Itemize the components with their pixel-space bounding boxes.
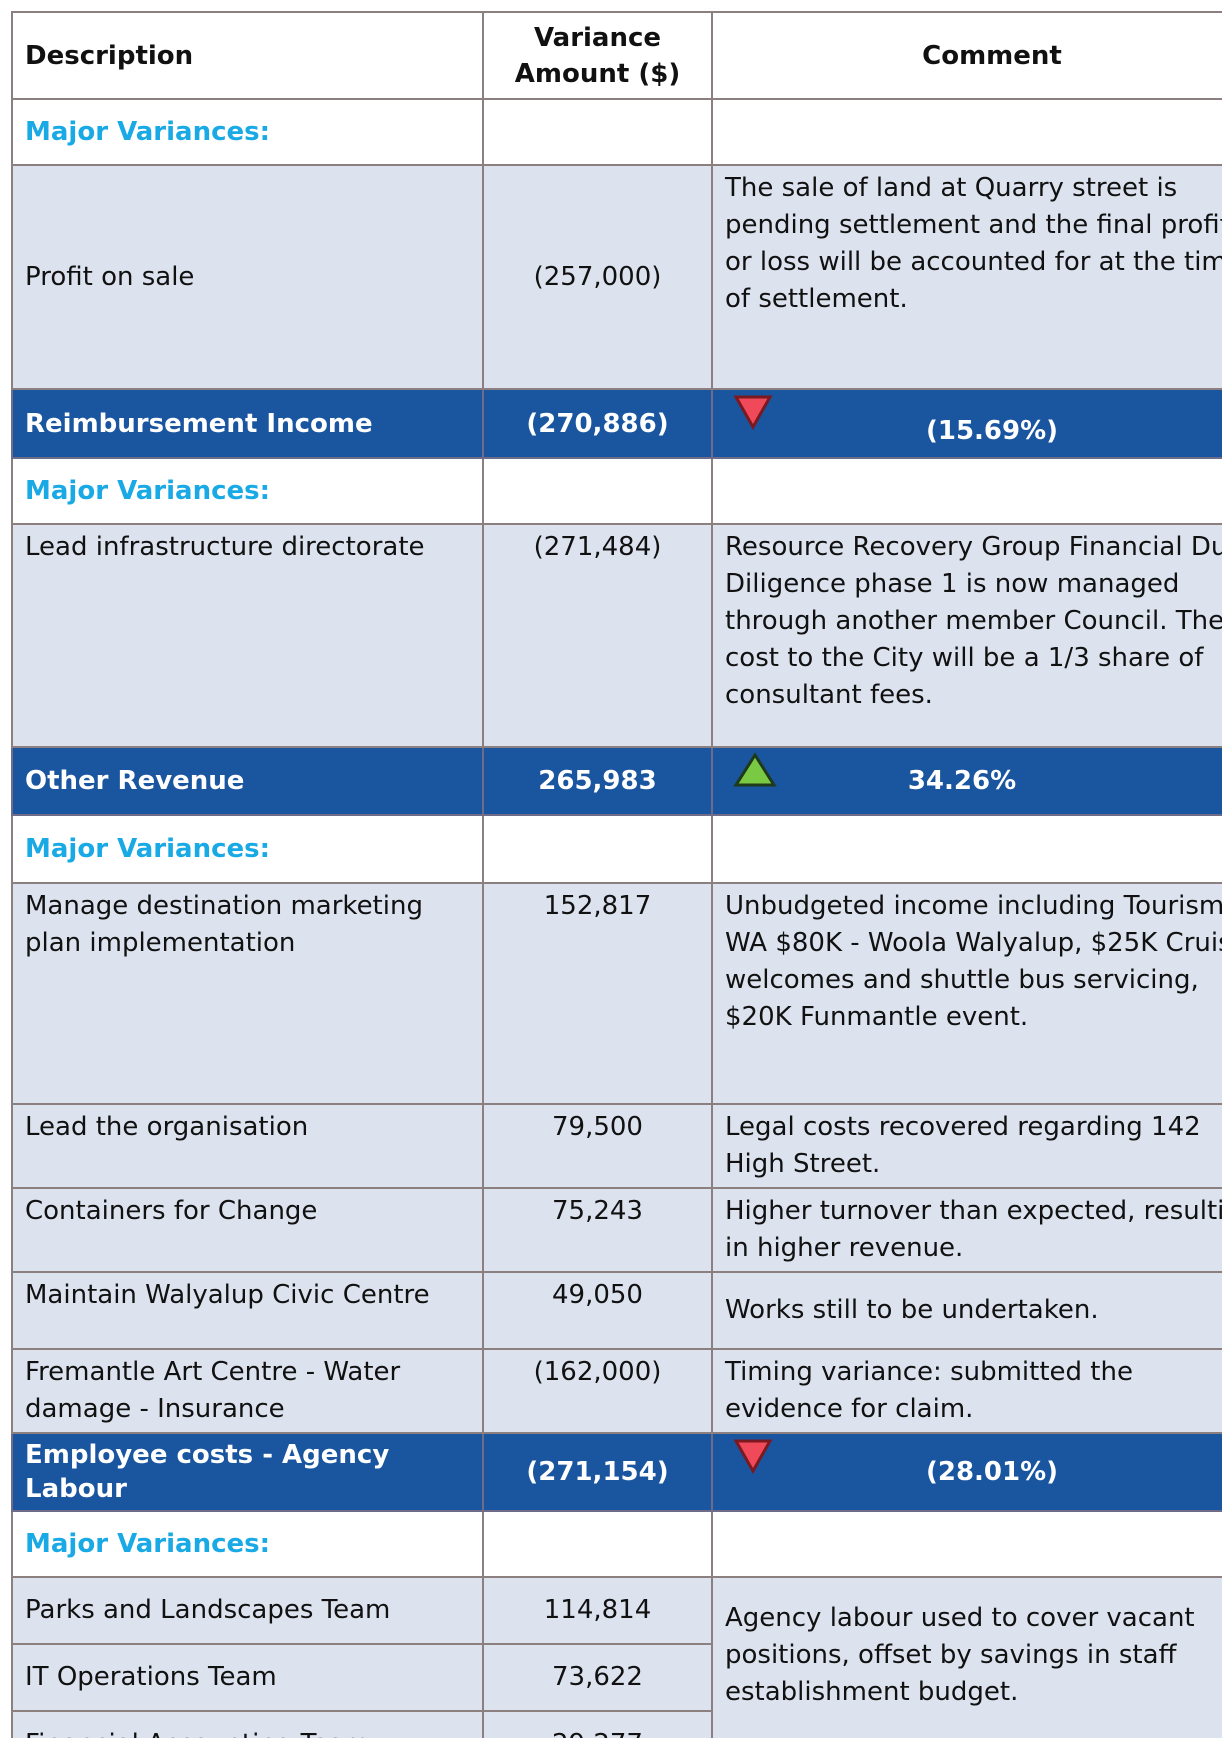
header-row: Description Variance Amount ($) Comment <box>11 11 1222 100</box>
row: Parks and Landscapes Team 114,814 Agency… <box>11 1576 1222 1738</box>
row: Lead infrastructure directorate (271,484… <box>11 523 1222 748</box>
down-triangle <box>733 1439 773 1474</box>
variance-table: Description Variance Amount ($) Comment … <box>11 11 1222 1738</box>
amount: (270,886) <box>482 388 713 459</box>
amount: 114,814 <box>482 1576 713 1645</box>
up-triangle <box>733 752 777 787</box>
amount: 49,050 <box>482 1271 713 1350</box>
amount: (271,154) <box>482 1432 713 1512</box>
row: Manage destination marketing plan implem… <box>11 882 1222 1105</box>
header-cell: Description <box>11 11 484 100</box>
amount: 265,983 <box>482 746 713 816</box>
comment: Resource Recovery Group Financial Due Di… <box>711 523 1222 748</box>
amount: 75,243 <box>482 1187 713 1273</box>
comment: Legal costs recovered regarding 142 High… <box>711 1103 1222 1189</box>
amount: 79,500 <box>482 1103 713 1189</box>
section-row: Reimbursement Income (270,886) (15.69%) <box>11 388 1222 459</box>
comment: Agency labour used to cover vacant posit… <box>711 1576 1222 1738</box>
description: Profit on sale <box>11 164 484 390</box>
subheading: Major Variances: <box>11 98 484 166</box>
change: (15.69%) <box>925 415 1059 446</box>
description: Containers for Change <box>11 1187 484 1273</box>
row: Major Variances: <box>11 814 1222 884</box>
description: Manage destination marketing plan implem… <box>11 882 484 1105</box>
row: Major Variances: <box>11 98 1222 166</box>
amount: (271,484) <box>482 523 713 748</box>
change-cell: 34.26% <box>711 746 1222 816</box>
subheading: Major Variances: <box>11 814 484 884</box>
row: Lead the organisation 79,500 Legal costs… <box>11 1103 1222 1189</box>
description: Parks and Landscapes Team <box>11 1576 484 1645</box>
amount: 29,277 <box>482 1710 713 1738</box>
table-wrap: Description Variance Amount ($) Comment … <box>11 11 1222 1738</box>
row: Major Variances: <box>11 1510 1222 1578</box>
description: Maintain Walyalup Civic Centre <box>11 1271 484 1350</box>
amount: (257,000) <box>482 164 713 390</box>
description: Lead infrastructure directorate <box>11 523 484 748</box>
down-triangle <box>733 395 773 430</box>
change-cell: (28.01%) <box>711 1432 1222 1512</box>
section-title: Other Revenue <box>11 746 484 816</box>
description: Fremantle Art Centre - Water damage - In… <box>11 1348 484 1434</box>
section-title: Reimbursement Income <box>11 388 484 459</box>
row: Containers for Change 75,243 Higher turn… <box>11 1187 1222 1273</box>
comment: Higher turnover than expected, resulting… <box>711 1187 1222 1273</box>
amount: (162,000) <box>482 1348 713 1434</box>
comment: Timing variance: submitted the evidence … <box>711 1348 1222 1434</box>
description: IT Operations Team <box>11 1643 484 1712</box>
row: Profit on sale (257,000) The sale of lan… <box>11 164 1222 390</box>
section-row: Employee costs - Agency Labour (271,154)… <box>11 1432 1222 1512</box>
header-cell: Comment <box>711 11 1222 100</box>
description: Financial Accounting Team <box>11 1710 484 1738</box>
comment: Unbudgeted income including Tourism WA $… <box>711 882 1222 1105</box>
row: Fremantle Art Centre - Water damage - In… <box>11 1348 1222 1434</box>
change-cell: (15.69%) <box>711 388 1222 459</box>
subheading: Major Variances: <box>11 1510 484 1578</box>
change: (28.01%) <box>925 1457 1059 1487</box>
subheading: Major Variances: <box>11 457 484 525</box>
amount: 73,622 <box>482 1643 713 1712</box>
header-cell: Variance Amount ($) <box>482 11 713 100</box>
row: Maintain Walyalup Civic Centre 49,050 Wo… <box>11 1271 1222 1350</box>
row: IT Operations Team 73,622 <box>11 1643 1222 1712</box>
row: Financial Accounting Team 29,277 <box>11 1710 1222 1738</box>
section-row: Other Revenue 265,983 34.26% <box>11 746 1222 816</box>
row: Major Variances: <box>11 457 1222 525</box>
description: Lead the organisation <box>11 1103 484 1189</box>
change: 34.26% <box>907 766 1017 796</box>
comment: Works still to be undertaken. <box>711 1271 1222 1350</box>
amount: 152,817 <box>482 882 713 1105</box>
comment: The sale of land at Quarry street is pen… <box>711 164 1222 390</box>
section-title: Employee costs - Agency Labour <box>11 1432 484 1512</box>
